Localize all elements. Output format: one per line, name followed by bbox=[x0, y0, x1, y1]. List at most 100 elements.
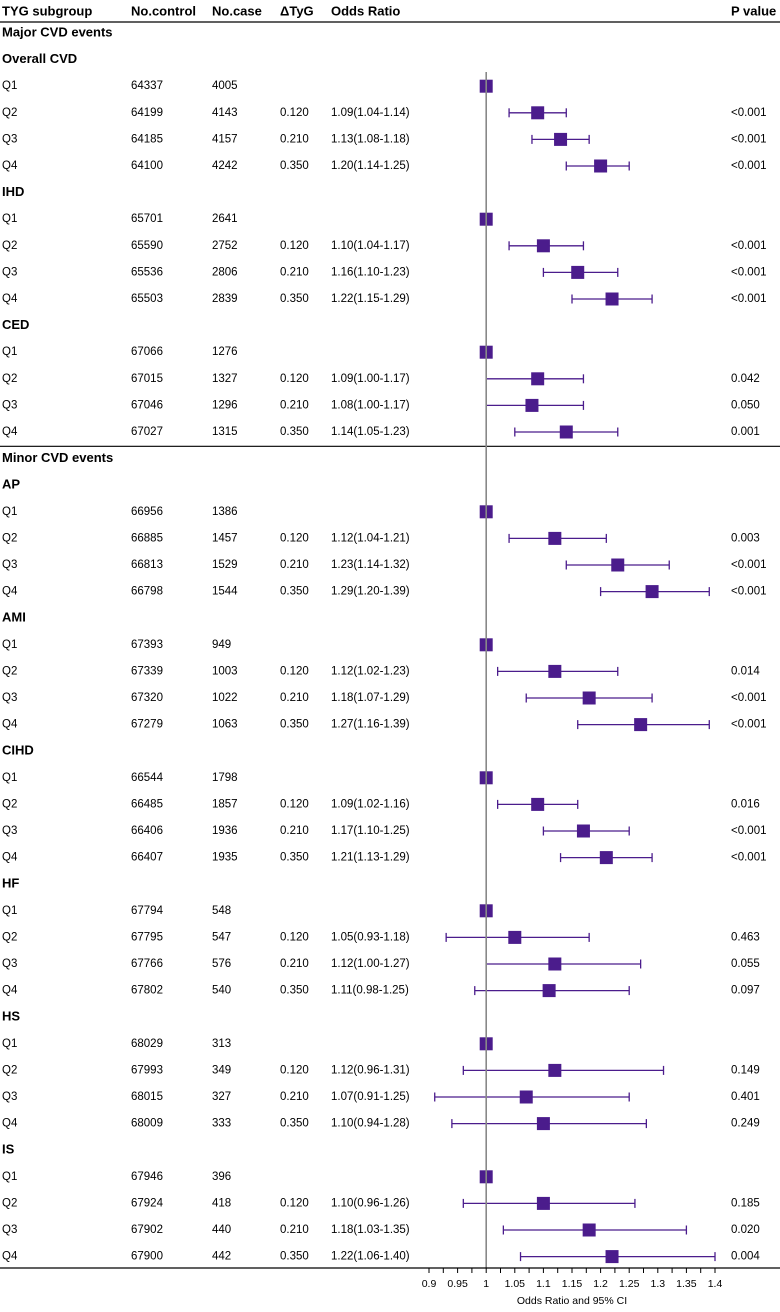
row-quartile: Q1 bbox=[2, 213, 17, 225]
row-or-text: 1.10(1.04-1.17) bbox=[331, 240, 410, 252]
row-or-text: 1.20(1.14-1.25) bbox=[331, 160, 410, 172]
row-control: 67993 bbox=[131, 1064, 163, 1076]
row-p-value: 0.185 bbox=[731, 1197, 760, 1209]
row-case: 547 bbox=[212, 931, 231, 943]
forest-plot: TYG subgroup No.control No.case ΔTyG Odds Ra… bbox=[0, 0, 780, 1312]
group-title: AP bbox=[2, 477, 20, 492]
axis-tick-label: 1.2 bbox=[593, 1278, 608, 1290]
row-delta: 0.350 bbox=[280, 586, 309, 598]
row-case: 1276 bbox=[212, 346, 238, 358]
or-marker bbox=[583, 1224, 596, 1237]
row-or-text: 1.23(1.14-1.32) bbox=[331, 559, 410, 571]
row-control: 66956 bbox=[131, 506, 163, 518]
row-p-value: 0.014 bbox=[731, 665, 760, 677]
axis-tick-label: 1.4 bbox=[708, 1278, 723, 1290]
or-marker bbox=[594, 160, 607, 173]
row-control: 65701 bbox=[131, 213, 163, 225]
row-control: 64100 bbox=[131, 160, 163, 172]
row-quartile: Q3 bbox=[2, 266, 17, 278]
row-delta: 0.120 bbox=[280, 1064, 309, 1076]
row-case: 1457 bbox=[212, 532, 238, 544]
row-or-text: 1.21(1.13-1.29) bbox=[331, 852, 410, 864]
row-case: 1003 bbox=[212, 665, 238, 677]
row-quartile: Q3 bbox=[2, 1091, 17, 1103]
row-control: 67320 bbox=[131, 692, 163, 704]
or-marker bbox=[548, 665, 561, 678]
row-case: 2839 bbox=[212, 293, 238, 305]
row-quartile: Q2 bbox=[2, 931, 17, 943]
row-quartile: Q4 bbox=[2, 426, 18, 438]
row-case: 1022 bbox=[212, 692, 238, 704]
row-or-text: 1.18(1.07-1.29) bbox=[331, 692, 410, 704]
row-control: 64199 bbox=[131, 107, 163, 119]
row-delta: 0.350 bbox=[280, 1118, 309, 1130]
or-marker bbox=[606, 1250, 619, 1263]
row-case: 2752 bbox=[212, 240, 238, 252]
axis-tick-label: 0.95 bbox=[447, 1278, 468, 1290]
axis-tick-label: 0.9 bbox=[422, 1278, 437, 1290]
row-quartile: Q2 bbox=[2, 240, 17, 252]
row-delta: 0.350 bbox=[280, 426, 309, 438]
row-case: 1857 bbox=[212, 798, 238, 810]
row-p-value: <0.001 bbox=[731, 160, 767, 172]
row-control: 64185 bbox=[131, 133, 163, 145]
col-header-case: No.case bbox=[212, 3, 262, 18]
row-or-text: 1.09(1.04-1.14) bbox=[331, 107, 410, 119]
row-p-value: 0.016 bbox=[731, 798, 760, 810]
row-quartile: Q4 bbox=[2, 586, 18, 598]
row-or-text: 1.22(1.06-1.40) bbox=[331, 1251, 410, 1263]
or-marker bbox=[606, 293, 619, 306]
row-delta: 0.120 bbox=[280, 1197, 309, 1209]
row-p-value: <0.001 bbox=[731, 825, 767, 837]
row-control: 67802 bbox=[131, 985, 163, 997]
row-control: 67046 bbox=[131, 399, 163, 411]
col-header-subgroup: TYG subgroup bbox=[2, 3, 92, 18]
row-p-value: 0.042 bbox=[731, 373, 760, 385]
row-delta: 0.210 bbox=[280, 399, 309, 411]
row-control: 66813 bbox=[131, 559, 163, 571]
row-p-value: 0.149 bbox=[731, 1064, 760, 1076]
row-p-value: <0.001 bbox=[731, 852, 767, 864]
row-control: 68009 bbox=[131, 1118, 163, 1130]
row-case: 1935 bbox=[212, 852, 238, 864]
row-p-value: 0.097 bbox=[731, 985, 760, 997]
row-or-text: 1.17(1.10-1.25) bbox=[331, 825, 410, 837]
group-title: HS bbox=[2, 1009, 20, 1024]
row-delta: 0.350 bbox=[280, 160, 309, 172]
or-marker bbox=[611, 559, 624, 572]
row-p-value: 0.055 bbox=[731, 958, 760, 970]
row-p-value: 0.020 bbox=[731, 1224, 760, 1236]
row-or-text: 1.16(1.10-1.23) bbox=[331, 266, 410, 278]
row-quartile: Q3 bbox=[2, 133, 17, 145]
row-delta: 0.350 bbox=[280, 852, 309, 864]
or-marker bbox=[508, 931, 521, 944]
row-quartile: Q3 bbox=[2, 1224, 17, 1236]
row-quartile: Q1 bbox=[2, 506, 17, 518]
row-quartile: Q1 bbox=[2, 905, 17, 917]
row-quartile: Q4 bbox=[2, 1251, 18, 1263]
row-control: 67924 bbox=[131, 1197, 164, 1209]
row-quartile: Q1 bbox=[2, 346, 17, 358]
row-quartile: Q2 bbox=[2, 107, 17, 119]
row-delta: 0.210 bbox=[280, 133, 309, 145]
or-marker bbox=[600, 851, 613, 864]
row-quartile: Q2 bbox=[2, 532, 17, 544]
row-control: 67766 bbox=[131, 958, 163, 970]
col-header-or: Odds Ratio bbox=[331, 3, 400, 18]
row-control: 67279 bbox=[131, 719, 163, 731]
row-delta: 0.210 bbox=[280, 1224, 309, 1236]
or-marker bbox=[577, 825, 590, 838]
row-case: 1529 bbox=[212, 559, 238, 571]
row-or-text: 1.05(0.93-1.18) bbox=[331, 931, 410, 943]
row-quartile: Q4 bbox=[2, 985, 18, 997]
row-case: 313 bbox=[212, 1038, 231, 1050]
row-p-value: <0.001 bbox=[731, 293, 767, 305]
or-marker bbox=[554, 133, 567, 146]
row-delta: 0.210 bbox=[280, 692, 309, 704]
group-title: CIHD bbox=[2, 743, 34, 758]
row-quartile: Q4 bbox=[2, 293, 18, 305]
row-quartile: Q4 bbox=[2, 160, 18, 172]
axis-tick-label: 1.35 bbox=[676, 1278, 697, 1290]
axis-tick-label: 1.3 bbox=[650, 1278, 665, 1290]
row-delta: 0.350 bbox=[280, 1251, 309, 1263]
